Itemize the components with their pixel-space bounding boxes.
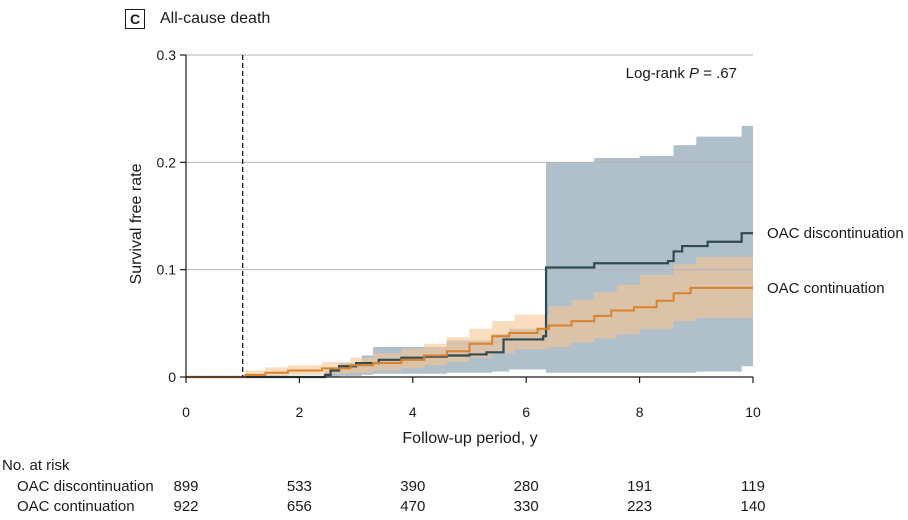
series-label-continuation: OAC continuation (767, 280, 885, 297)
risk-row-label: OAC continuation (17, 498, 135, 515)
x-tick-label: 4 (409, 404, 417, 420)
axes: 0 0.1 0.2 0.3 0 2 4 6 8 10 (157, 47, 761, 420)
x-tick-label: 8 (636, 404, 644, 420)
risk-row-label: OAC discontinuation (17, 478, 154, 495)
risk-row: OAC continuation 922 656 470 330 223 140 (0, 498, 908, 518)
y-tick-label: 0 (168, 369, 176, 385)
x-tick-label: 2 (296, 404, 304, 420)
x-axis-label: Follow-up period, y (402, 430, 537, 447)
survival-curves (186, 55, 753, 379)
chart-title: All-cause death (160, 10, 271, 27)
ci-band-2 (186, 256, 753, 377)
risk-table-heading: No. at risk (2, 457, 70, 474)
y-tick-label: 0.2 (157, 154, 177, 170)
km-chart: 0 0.1 0.2 0.3 0 2 4 6 8 10 Survival free rate Fol… (128, 47, 904, 447)
risk-count: 140 (740, 498, 766, 515)
logrank-value: = .67 (699, 65, 737, 82)
logrank-p: P (689, 65, 699, 82)
risk-count: 191 (627, 478, 653, 495)
risk-count: 470 (400, 498, 426, 515)
curve-series-2 (186, 286, 753, 378)
x-tick-label: 10 (745, 404, 761, 420)
y-tick-label: 0.3 (157, 47, 177, 63)
risk-count: 656 (286, 498, 312, 515)
gridlines (186, 54, 753, 271)
risk-count: 119 (741, 478, 765, 495)
ci-bands (186, 125, 753, 377)
x-tick-label: 6 (522, 404, 530, 420)
risk-count: 899 (173, 478, 199, 495)
logrank-annotation: Log-rank P = .67 (626, 65, 737, 82)
risk-count: 330 (513, 498, 539, 515)
risk-count: 223 (627, 498, 653, 515)
risk-row: OAC discontinuation 899 533 390 280 191 119 (0, 478, 908, 498)
panel-label: C (125, 9, 145, 29)
risk-count: 922 (173, 498, 199, 515)
x-tick-label: 0 (182, 404, 190, 420)
y-tick-label: 0.1 (157, 262, 177, 278)
risk-count: 390 (400, 478, 426, 495)
series-label-discontinuation: OAC discontinuation (767, 225, 904, 242)
logrank-prefix: Log-rank (626, 65, 689, 82)
risk-count: 280 (513, 478, 539, 495)
y-axis-label: Survival free rate (128, 163, 145, 284)
risk-count: 533 (286, 478, 312, 495)
